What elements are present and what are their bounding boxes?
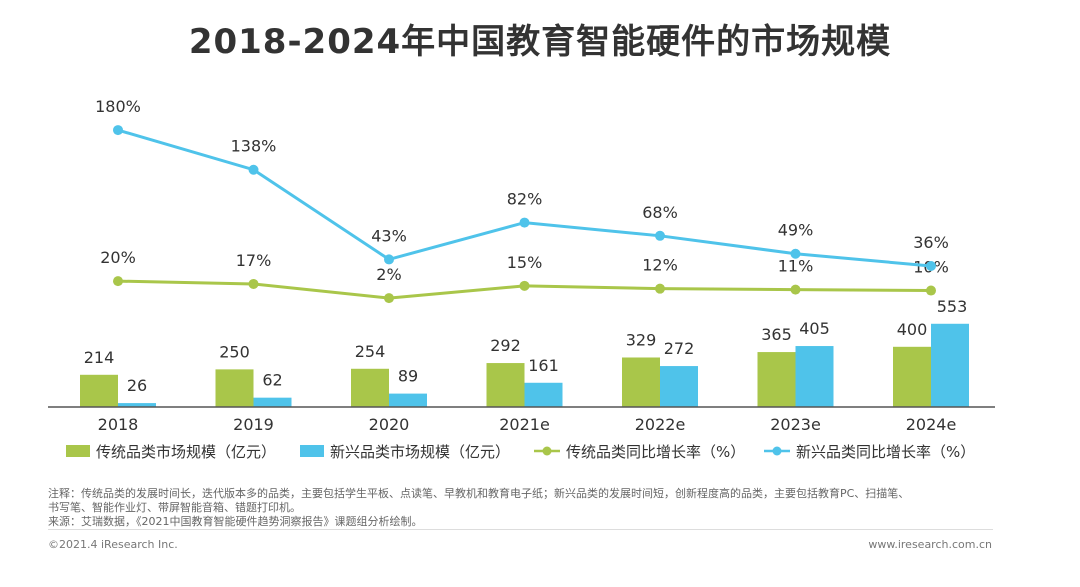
point-emerging-growth-2024e	[926, 261, 936, 272]
point-label-emerging-growth-2022e: 68%	[642, 203, 678, 222]
point-emerging-growth-2023e	[790, 248, 801, 259]
x-tick-2019: 2019	[233, 415, 274, 434]
point-emerging-growth-2020	[384, 254, 394, 265]
legend-marker-traditional-growth	[542, 446, 552, 456]
source-line: 来源：艾瑞数据，《2021中国教育智能硬件趋势洞察报告》课题组分析绘制。	[48, 515, 423, 528]
legend-label-emerging-growth: 新兴品类同比增长率（%）	[796, 443, 975, 461]
point-label-traditional-growth-2018: 20%	[100, 248, 136, 267]
bar-emerging-2022e	[660, 366, 698, 407]
notes: 注释：传统品类的发展时间长，迭代版本多的品类，主要包括学生平板、点读笔、早教机和…	[48, 487, 1048, 529]
bar-label-traditional-2019: 250	[219, 342, 250, 361]
point-traditional-growth-2020	[384, 293, 394, 304]
bar-emerging-2018	[118, 403, 156, 407]
point-label-emerging-growth-2018: 180%	[95, 97, 141, 116]
legend-label-traditional-growth: 传统品类同比增长率（%）	[566, 443, 745, 461]
bar-label-emerging-2018: 26	[127, 376, 147, 395]
bar-emerging-2023e	[795, 346, 834, 407]
point-label-emerging-growth-2019: 138%	[231, 137, 277, 156]
footer-divider	[48, 529, 993, 530]
point-traditional-growth-2018	[113, 276, 123, 287]
bar-label-emerging-2020: 89	[398, 367, 418, 386]
bar-traditional-2019	[215, 369, 254, 407]
point-label-traditional-growth-2021e: 15%	[507, 253, 543, 272]
point-emerging-growth-2018	[113, 125, 123, 136]
point-label-traditional-growth-2019: 17%	[236, 251, 272, 270]
bar-label-traditional-2023e: 365	[761, 325, 792, 344]
x-tick-2018: 2018	[98, 415, 139, 434]
chart-title: 2018-2024年中国教育智能硬件的市场规模	[188, 22, 892, 62]
x-tick-2021e: 2021e	[499, 415, 550, 434]
bar-traditional-2024e	[893, 346, 931, 407]
bar-label-traditional-2018: 214	[84, 348, 115, 367]
bar-traditional-2021e	[486, 363, 525, 407]
point-label-emerging-growth-2020: 43%	[371, 226, 407, 245]
bar-label-emerging-2019: 62	[262, 371, 282, 390]
bar-emerging-2020	[389, 393, 427, 407]
x-tick-2020: 2020	[369, 415, 410, 434]
bar-traditional-2023e	[757, 352, 796, 407]
bar-label-traditional-2024e: 400	[897, 320, 928, 339]
bar-traditional-2022e	[622, 357, 660, 407]
note-line-2: 书写笔、智能作业灯、带屏智能音箱、错题打印机。	[48, 501, 301, 514]
chart-svg: 214 26 2018 250 62 2019 254 89 2020 292 161 2021e 32…	[48, 97, 995, 461]
x-tick-2023e: 2023e	[770, 415, 821, 434]
point-traditional-growth-2024e	[926, 285, 936, 296]
bar-emerging-2021e	[524, 382, 563, 407]
x-tick-2024e: 2024e	[906, 415, 957, 434]
bar-traditional-2020	[351, 368, 389, 407]
bar-label-traditional-2020: 254	[355, 342, 386, 361]
point-label-traditional-growth-2023e: 11%	[778, 257, 814, 276]
point-label-traditional-growth-2020: 2%	[376, 265, 401, 284]
bar-label-traditional-2021e: 292	[490, 336, 521, 355]
point-label-emerging-growth-2021e: 82%	[507, 190, 543, 209]
copyright-text: ©2021.4 iResearch Inc.	[48, 538, 178, 551]
point-emerging-growth-2019	[248, 164, 259, 175]
website-text: www.iresearch.com.cn	[868, 538, 992, 551]
point-label-emerging-growth-2024e: 36%	[913, 233, 949, 252]
legend-marker-emerging-growth	[772, 446, 782, 456]
point-emerging-growth-2022e	[655, 230, 665, 241]
point-traditional-growth-2019	[248, 278, 259, 289]
point-emerging-growth-2021e	[519, 217, 530, 228]
point-traditional-growth-2023e	[790, 284, 801, 295]
bar-label-emerging-2024e: 553	[937, 297, 968, 316]
bar-traditional-2018	[80, 374, 118, 407]
x-tick-2022e: 2022e	[635, 415, 686, 434]
bar-label-emerging-2022e: 272	[664, 339, 695, 358]
point-label-traditional-growth-2022e: 12%	[642, 256, 678, 275]
bar-label-emerging-2021e: 161	[528, 356, 559, 375]
bar-label-traditional-2022e: 329	[626, 330, 657, 349]
legend-label-traditional-size: 传统品类市场规模（亿元）	[96, 443, 276, 461]
legend-swatch-traditional-size	[66, 445, 90, 457]
legend-label-emerging-size: 新兴品类市场规模（亿元）	[330, 443, 510, 461]
bar-emerging-2024e	[931, 323, 969, 407]
bar-label-emerging-2023e: 405	[799, 319, 830, 338]
point-traditional-growth-2021e	[519, 280, 530, 291]
bar-emerging-2019	[253, 397, 292, 407]
point-traditional-growth-2022e	[655, 283, 665, 294]
point-label-emerging-growth-2023e: 49%	[778, 221, 814, 240]
note-line-1: 注释：传统品类的发展时间长，迭代版本多的品类，主要包括学生平板、点读笔、早教机和…	[48, 487, 910, 500]
legend-swatch-emerging-size	[300, 445, 324, 457]
